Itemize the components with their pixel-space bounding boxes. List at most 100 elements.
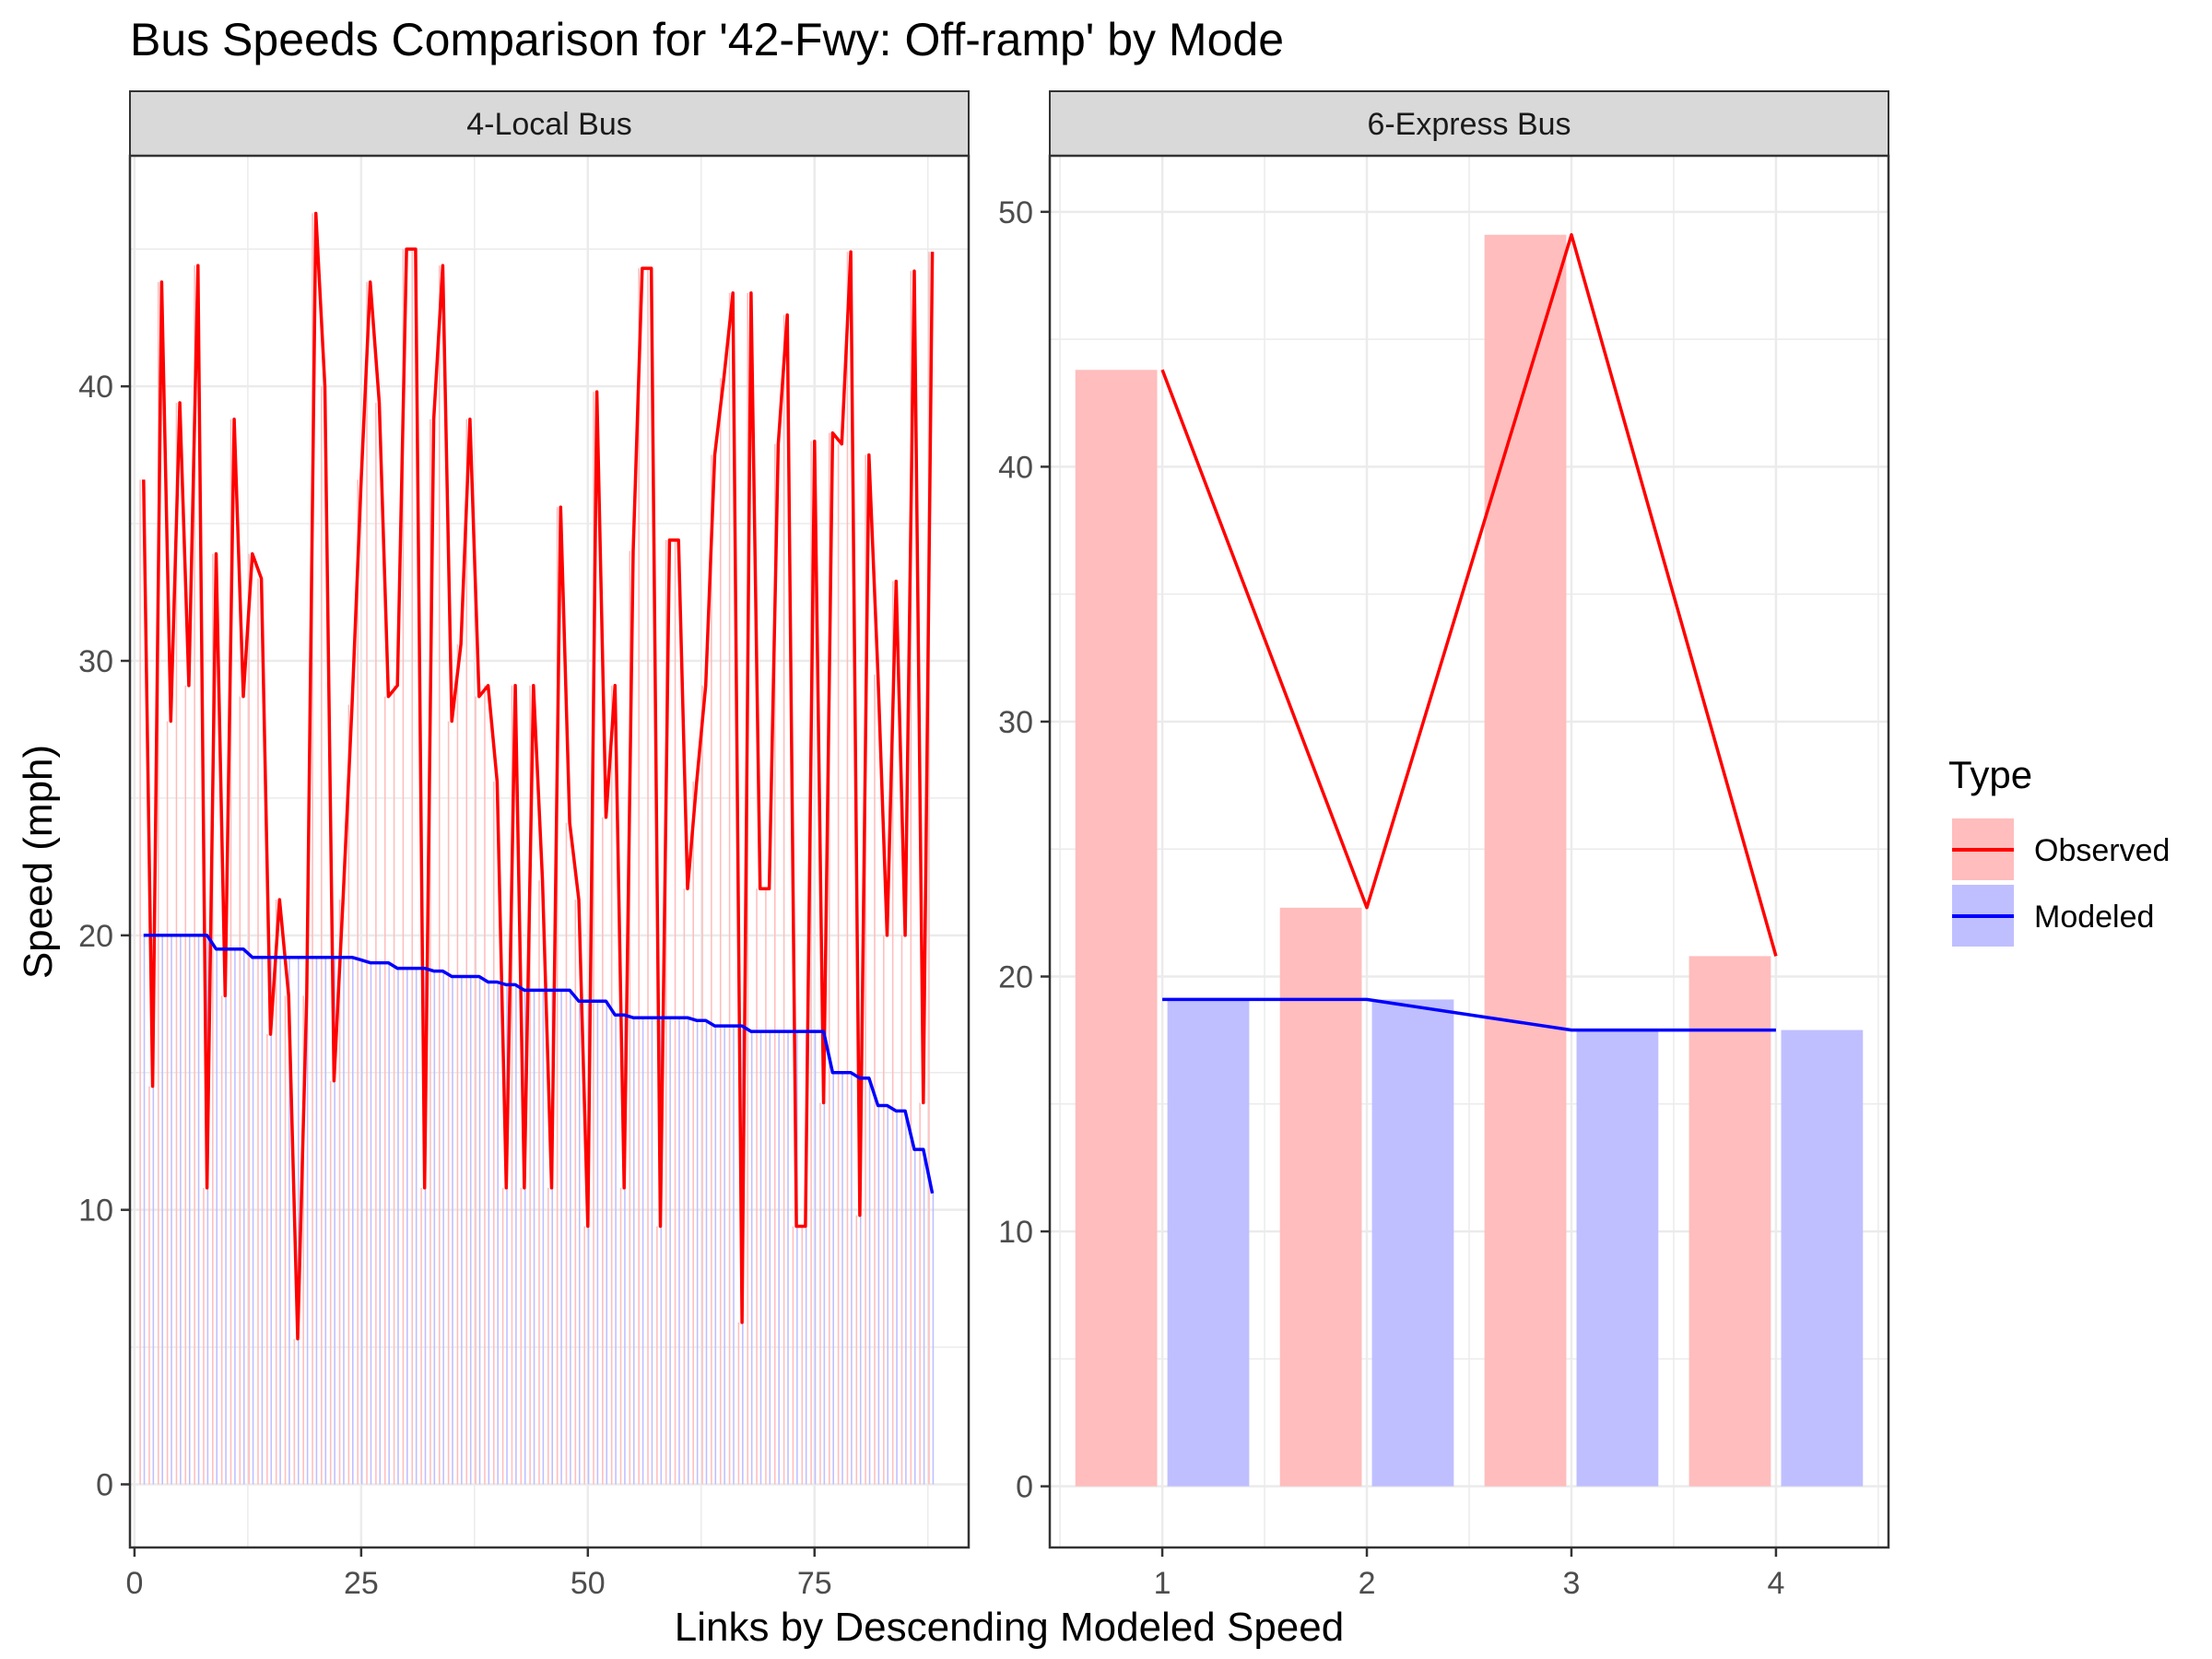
modeled-bar: [750, 1031, 753, 1485]
observed-bar: [574, 900, 577, 1485]
facet-express-bus: 6-Express Bus 0 10 20 30 40 50 1 2 3 4: [998, 90, 1890, 1601]
modeled-bar: [279, 957, 281, 1485]
modeled-bar: [1371, 999, 1454, 1487]
modeled-bar: [913, 1149, 916, 1485]
facet-strip-label: 6-Express Bus: [1367, 107, 1571, 142]
observed-bar: [910, 271, 912, 1485]
observed-bar: [565, 822, 568, 1485]
observed-bar: [891, 581, 894, 1485]
observed-bar: [383, 696, 386, 1485]
modeled-bar: [688, 1018, 689, 1485]
modeled-bar: [669, 1018, 671, 1485]
y-tick-label: 0: [1016, 1470, 1033, 1505]
observed-bar: [583, 1226, 585, 1485]
modeled-bar: [497, 982, 499, 1485]
observed-bar: [846, 252, 849, 1485]
observed-bar: [148, 1086, 150, 1485]
facet-strip-local-bus: [129, 90, 970, 157]
modeled-bar: [923, 1149, 925, 1485]
modeled-bar: [733, 1026, 735, 1485]
modeled-bar: [624, 1015, 626, 1485]
observed-bar: [257, 578, 259, 1485]
observed-bar: [184, 685, 187, 1485]
observed-bar: [375, 403, 377, 1485]
modeled-bar: [1167, 999, 1250, 1487]
observed-bar: [139, 479, 141, 1485]
modeled-bar: [769, 1031, 771, 1485]
observed-bar: [158, 282, 159, 1485]
observed-bar: [194, 265, 195, 1485]
modeled-bar: [759, 1031, 762, 1485]
observed-bar: [865, 454, 866, 1485]
observed-bar: [692, 782, 694, 1485]
observed-bar: [610, 685, 613, 1485]
observed-bar: [321, 386, 323, 1485]
observed-bar: [166, 721, 169, 1485]
observed-bar: [411, 249, 414, 1485]
observed-bar: [638, 268, 640, 1485]
observed-bar: [538, 880, 540, 1485]
modeled-bar: [814, 1031, 817, 1485]
modeled-bar: [324, 957, 327, 1485]
modeled-bar: [932, 1193, 935, 1485]
modeled-bar: [397, 968, 399, 1485]
modeled-bar: [778, 1031, 780, 1485]
x-tick-label: 50: [571, 1566, 606, 1601]
modeled-bar: [851, 1072, 853, 1485]
modeled-bar: [841, 1072, 843, 1485]
y-tick-label: 20: [78, 919, 113, 954]
modeled-bar: [832, 1072, 834, 1485]
observed-bar: [602, 817, 604, 1485]
modeled-bar: [433, 971, 436, 1485]
modeled-bar: [415, 968, 418, 1485]
observed-bar: [302, 995, 304, 1485]
legend: Type Observed Modeled: [1948, 753, 2170, 947]
modeled-bar: [216, 948, 218, 1485]
observed-bar: [312, 213, 313, 1485]
observed-bar: [203, 1187, 205, 1485]
modeled-bar: [234, 948, 236, 1485]
observed-bar: [465, 418, 468, 1485]
legend-title: Type: [1948, 753, 2032, 796]
modeled-bar: [596, 1001, 599, 1485]
observed-bar: [837, 443, 840, 1485]
modeled-bar: [406, 968, 408, 1485]
facet-strip-label: 4-Local Bus: [466, 107, 632, 142]
modeled-bar: [288, 957, 290, 1485]
observed-bar: [239, 696, 241, 1485]
modeled-bar: [388, 962, 390, 1485]
modeled-line: [1162, 997, 1776, 1032]
modeled-bar: [896, 1111, 898, 1485]
modeled-bar: [905, 1111, 907, 1485]
observed-bar: [756, 888, 758, 1485]
observed-bar: [1075, 370, 1158, 1487]
modeled-bar: [714, 1026, 717, 1485]
y-axis-title: Speed (mph): [16, 745, 61, 979]
modeled-bar: [551, 990, 554, 1485]
observed-bar: [829, 432, 830, 1485]
legend-label-observed: Observed: [2034, 833, 2170, 868]
modeled-bar: [488, 982, 490, 1485]
modeled-bar: [641, 1018, 644, 1485]
modeled-bar: [651, 1018, 653, 1485]
modeled-bar: [469, 976, 472, 1485]
modeled-bar: [515, 984, 517, 1485]
facet-strip-express-bus: [1049, 90, 1889, 157]
modeled-bar: [615, 1015, 617, 1485]
observed-bar: [266, 1034, 268, 1485]
modeled-bar: [261, 957, 264, 1485]
facet-local-bus: 4-Local Bus 0 10 20 30 40 0 25 50 75: [78, 90, 971, 1601]
modeled-bar: [606, 1001, 608, 1485]
observed-bar: [420, 1187, 422, 1485]
observed-bar: [656, 1226, 658, 1485]
modeled-bar: [1781, 1030, 1864, 1487]
modeled-bar: [315, 957, 318, 1485]
observed-bar: [475, 696, 477, 1485]
observed-bar: [819, 1102, 821, 1485]
modeled-bar: [587, 1001, 590, 1485]
modeled-bar: [298, 957, 300, 1485]
observed-bar: [366, 282, 368, 1485]
observed-bar: [175, 403, 178, 1485]
modeled-bar: [360, 959, 363, 1485]
